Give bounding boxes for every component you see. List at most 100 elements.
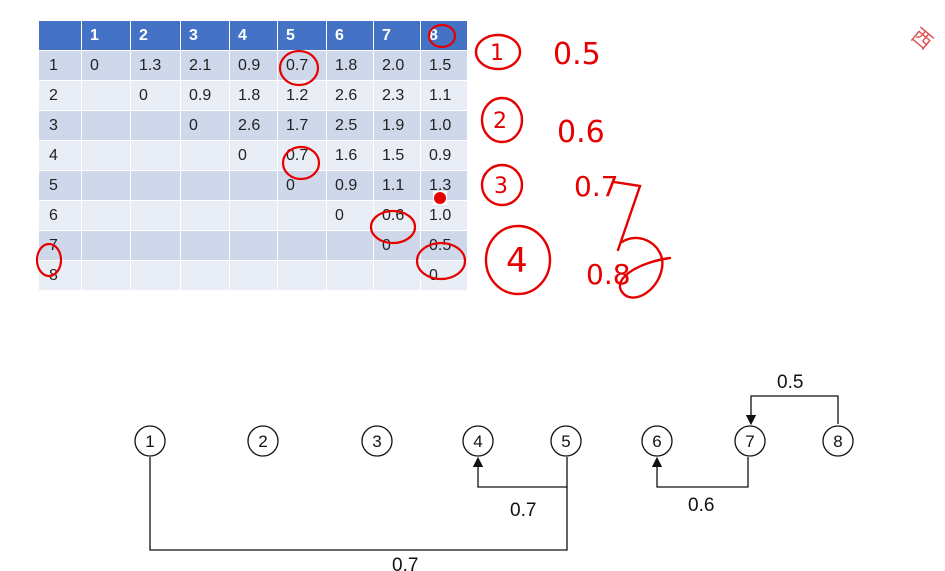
matrix-cell: 0.9 <box>326 170 374 201</box>
matrix-row-header: 3 <box>38 110 82 141</box>
matrix-row: 2 0 0.9 1.8 1.2 2.6 2.3 1.1 <box>38 80 468 111</box>
node-circle <box>247 425 279 457</box>
matrix-row-header: 7 <box>38 230 82 261</box>
matrix-cell <box>81 170 131 201</box>
dendrogram-links <box>149 395 839 551</box>
note-value: 0.7 <box>574 170 619 203</box>
node-circle <box>550 425 582 457</box>
matrix-cell <box>373 260 421 291</box>
matrix-cell: 0 <box>180 110 230 141</box>
matrix-row: 5 0 0.9 1.1 1.3 <box>38 170 468 201</box>
matrix-cell: 1.3 <box>420 170 468 201</box>
matrix-cell: 1.0 <box>420 110 468 141</box>
cluster-node-4: 4 <box>462 425 494 457</box>
matrix-cell <box>326 230 374 261</box>
cluster-node-7: 7 <box>734 425 766 457</box>
matrix-cell <box>229 260 278 291</box>
node-circle <box>734 425 766 457</box>
matrix-cell <box>130 170 181 201</box>
matrix-cell: 0 <box>373 230 421 261</box>
cluster-node-6: 6 <box>641 425 673 457</box>
cluster-node-3: 3 <box>361 425 393 457</box>
matrix-row-header: 2 <box>38 80 82 111</box>
note-value: 0.6 <box>557 115 605 150</box>
cluster-node-5: 5 <box>550 425 582 457</box>
matrix-cell <box>81 260 131 291</box>
matrix-row-header: 8 <box>38 260 82 291</box>
matrix-col-header: 6 <box>326 20 374 51</box>
watermark-fragment: 西 <box>907 23 938 54</box>
note-value: 0.8 <box>586 258 631 291</box>
note-stroke <box>618 236 672 299</box>
matrix-cell: 1.7 <box>277 110 327 141</box>
matrix-cell: 0.7 <box>277 50 327 81</box>
matrix-cell <box>180 170 230 201</box>
matrix-cell: 0 <box>229 140 278 171</box>
matrix-cell: 0.5 <box>420 230 468 261</box>
matrix-cell <box>180 230 230 261</box>
note-stroke <box>612 180 642 252</box>
matrix-col-header: 1 <box>81 20 131 51</box>
merge-distance-label: 0.5 <box>777 372 803 393</box>
matrix-col-header: 2 <box>130 20 181 51</box>
matrix-cell <box>180 260 230 291</box>
matrix-cell: 1.1 <box>373 170 421 201</box>
node-circle <box>822 425 854 457</box>
matrix-cell: 0.7 <box>277 140 327 171</box>
node-label: 4 <box>473 432 482 451</box>
matrix-col-header: 8 <box>420 20 468 51</box>
matrix-corner-cell <box>38 20 82 51</box>
node-circle <box>361 425 393 457</box>
matrix-cell <box>277 260 327 291</box>
matrix-row-header: 6 <box>38 200 82 231</box>
matrix-cell: 0 <box>130 80 181 111</box>
node-label: 5 <box>561 432 570 451</box>
matrix-cell: 0.9 <box>229 50 278 81</box>
matrix-cell: 0.9 <box>420 140 468 171</box>
node-label: 1 <box>145 432 154 451</box>
matrix-cell: 1.5 <box>373 140 421 171</box>
matrix-col-header: 5 <box>277 20 327 51</box>
matrix-row: 1 0 1.3 2.1 0.9 0.7 1.8 2.0 1.5 <box>38 50 468 81</box>
note-index: 1 <box>490 41 504 66</box>
node-circle <box>641 425 673 457</box>
matrix-cell: 0 <box>420 260 468 291</box>
matrix-cell <box>81 230 131 261</box>
note-index: 2 <box>493 109 507 134</box>
matrix-cell: 2.1 <box>180 50 230 81</box>
merge-link-4-5 <box>472 456 568 488</box>
node-circle <box>134 425 166 457</box>
merge-link-6-7 <box>651 456 749 488</box>
note-index: 4 <box>506 241 528 281</box>
matrix-cell <box>229 170 278 201</box>
matrix-row: 7 0 0.5 <box>38 230 468 261</box>
matrix-col-header: 4 <box>229 20 278 51</box>
matrix-cell: 2.5 <box>326 110 374 141</box>
matrix-cell <box>130 230 181 261</box>
matrix-cell <box>229 200 278 231</box>
handwritten-notes <box>474 33 672 299</box>
matrix-cell <box>277 230 327 261</box>
matrix-cell <box>130 260 181 291</box>
matrix-cell <box>277 200 327 231</box>
matrix-row-header: 4 <box>38 140 82 171</box>
matrix-cell: 0 <box>81 50 131 81</box>
matrix-col-header: 7 <box>373 20 421 51</box>
cluster-node-8: 8 <box>822 425 854 457</box>
matrix-cell: 2.6 <box>326 80 374 111</box>
matrix-cell: 2.0 <box>373 50 421 81</box>
matrix-cell: 1.1 <box>420 80 468 111</box>
matrix-cell: 1.8 <box>326 50 374 81</box>
node-label: 7 <box>745 432 754 451</box>
matrix-row: 6 0 0.6 1.0 <box>38 200 468 231</box>
matrix-cell <box>130 140 181 171</box>
matrix-cell <box>326 260 374 291</box>
matrix-cell: 0.9 <box>180 80 230 111</box>
node-label: 6 <box>652 432 661 451</box>
merge-link-7-8 <box>745 395 839 426</box>
matrix-cell: 1.8 <box>229 80 278 111</box>
